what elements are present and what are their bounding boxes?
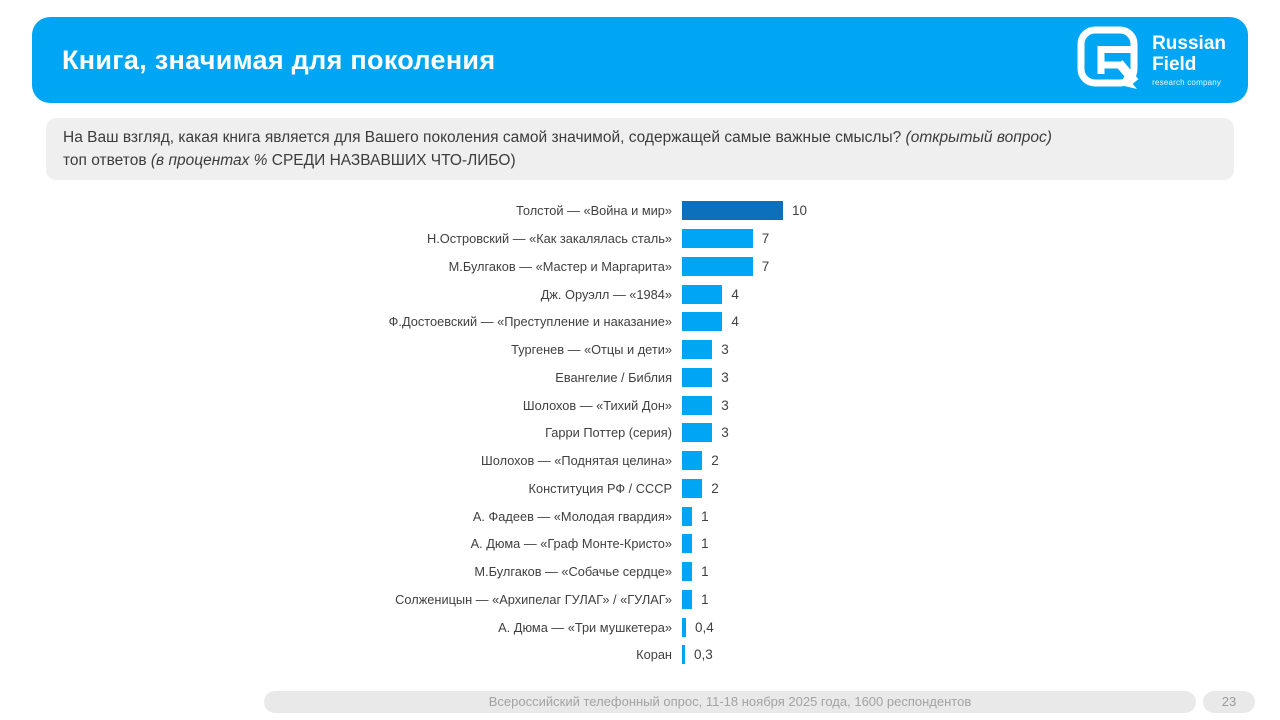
- bar-label: А. Дюма — «Граф Монте-Кристо»: [470, 536, 672, 552]
- question-subtext-italic: (в процентах %: [150, 152, 272, 169]
- chart-row: Коран 0,3: [0, 641, 1280, 669]
- bar-label: Коран: [636, 647, 672, 663]
- bar: [682, 645, 686, 665]
- page-number: 23: [1203, 691, 1255, 713]
- bar-label: Дж. Оруэлл — «1984»: [540, 286, 672, 302]
- question-note: (открытый вопрос): [905, 129, 1052, 146]
- chart-row: Толстой — «Война и мир» 10: [0, 197, 1280, 225]
- bar-value: 4: [731, 314, 739, 330]
- chart-row: Шолохов — «Тихий Дон» 3: [0, 391, 1280, 419]
- bar-label: М.Булгаков — «Собачье сердце»: [474, 564, 672, 580]
- bar-chart: Толстой — «Война и мир» 10 Н.Островский — …: [0, 197, 1280, 669]
- chart-row: А. Фадеев — «Молодая гвардия» 1: [0, 502, 1280, 530]
- bar: [682, 395, 713, 415]
- bar-value: 1: [701, 564, 709, 580]
- bar: [682, 423, 713, 443]
- bar-value: 4: [731, 286, 739, 302]
- logo-name-line2: Field: [1152, 54, 1197, 75]
- bar-value: 2: [711, 453, 719, 469]
- russian-field-logo-icon: [1077, 26, 1139, 89]
- bar-value: 0,3: [694, 647, 713, 663]
- bar: [682, 617, 687, 637]
- bar-label: М.Булгаков — «Мастер и Маргарита»: [448, 258, 672, 274]
- bar-label: Толстой — «Война и мир»: [516, 203, 672, 219]
- bar: [682, 534, 693, 554]
- bar-value: 1: [701, 591, 709, 607]
- chart-row: М.Булгаков — «Собачье сердце» 1: [0, 558, 1280, 586]
- bar: [682, 201, 783, 221]
- question-subtext-caps: СРЕДИ НАЗВАВШИХ ЧТО-ЛИБО): [271, 152, 516, 169]
- bar: [682, 229, 753, 249]
- bar: [682, 312, 723, 332]
- bar-value: 0,4: [695, 619, 714, 635]
- bar-label: А. Фадеев — «Молодая гвардия»: [472, 508, 672, 524]
- chart-row: Тургенев — «Отцы и дети» 3: [0, 336, 1280, 364]
- bar-value: 1: [701, 508, 709, 524]
- bar-value: 7: [761, 231, 770, 247]
- logo-text: Russian Field research company: [1152, 33, 1226, 88]
- chart-row: Конституция РФ / СССР 2: [0, 475, 1280, 503]
- chart-row: Шолохов — «Поднятая целина» 2: [0, 447, 1280, 475]
- question-line-1: На Ваш взгляд, какая книга является для …: [63, 126, 1217, 149]
- bar-value: 3: [721, 369, 729, 385]
- bar-label: Солженицын — «Архипелаг ГУЛАГ» / «ГУЛАГ»: [395, 591, 672, 607]
- source-note: Всероссийский телефонный опрос, 11-18 но…: [264, 691, 1196, 713]
- chart-row: Евангелие / Библия 3: [0, 364, 1280, 392]
- bar-value: 1: [701, 536, 709, 552]
- bar: [682, 367, 713, 387]
- bar-label: Шолохов — «Тихий Дон»: [522, 397, 672, 413]
- bar-label: Тургенев — «Отцы и дети»: [511, 342, 672, 358]
- chart-row: Солженицын — «Архипелаг ГУЛАГ» / «ГУЛАГ»…: [0, 586, 1280, 614]
- bar-label: Конституция РФ / СССР: [528, 480, 672, 496]
- bar-value: 10: [792, 203, 808, 219]
- bar-value: 3: [721, 397, 729, 413]
- bar-label: Гарри Поттер (серия): [545, 425, 672, 441]
- russian-field-logo: Russian Field research company: [1075, 25, 1226, 95]
- bar: [682, 340, 713, 360]
- chart-row: А. Дюма — «Три мушкетера» 0,4: [0, 613, 1280, 641]
- bar-label: А. Дюма — «Три мушкетера»: [498, 619, 672, 635]
- bar: [682, 562, 693, 582]
- chart-row: Ф.Достоевский — «Преступление и наказани…: [0, 308, 1280, 336]
- bar-label: Ф.Достоевский — «Преступление и наказани…: [388, 314, 672, 330]
- slide-header: Книга, значимая для поколения Russian Fi…: [32, 17, 1248, 103]
- bar: [682, 256, 753, 276]
- chart-row: Дж. Оруэлл — «1984» 4: [0, 280, 1280, 308]
- bar-label: Н.Островский — «Как закалялась сталь»: [426, 231, 672, 247]
- bar: [682, 589, 693, 609]
- page-title: Книга, значимая для поколения: [62, 44, 496, 75]
- question-subtext: топ ответов: [63, 152, 151, 169]
- bar: [682, 451, 703, 471]
- bar-value: 7: [761, 258, 770, 274]
- question-text: На Ваш взгляд, какая книга является для …: [63, 129, 906, 146]
- chart-row: М.Булгаков — «Мастер и Маргарита» 7: [0, 253, 1280, 281]
- bar-label: Евангелие / Библия: [555, 369, 672, 385]
- chart-row: Н.Островский — «Как закалялась сталь» 7: [0, 225, 1280, 253]
- chart-row: Гарри Поттер (серия) 3: [0, 419, 1280, 447]
- logo-name-line1: Russian: [1152, 32, 1226, 54]
- bar-label: Шолохов — «Поднятая целина»: [481, 453, 672, 469]
- bar-value: 3: [721, 342, 729, 358]
- question-box: На Ваш взгляд, какая книга является для …: [46, 118, 1234, 180]
- bar: [682, 506, 693, 526]
- bar: [682, 478, 703, 498]
- bar-value: 2: [711, 480, 719, 496]
- chart-row: А. Дюма — «Граф Монте-Кристо» 1: [0, 530, 1280, 558]
- logo-tagline: research company: [1152, 78, 1222, 88]
- bar-value: 3: [721, 425, 729, 441]
- bar: [682, 284, 723, 304]
- question-line-2: топ ответов (в процентах % СРЕДИ НАЗВАВШ…: [63, 149, 1217, 172]
